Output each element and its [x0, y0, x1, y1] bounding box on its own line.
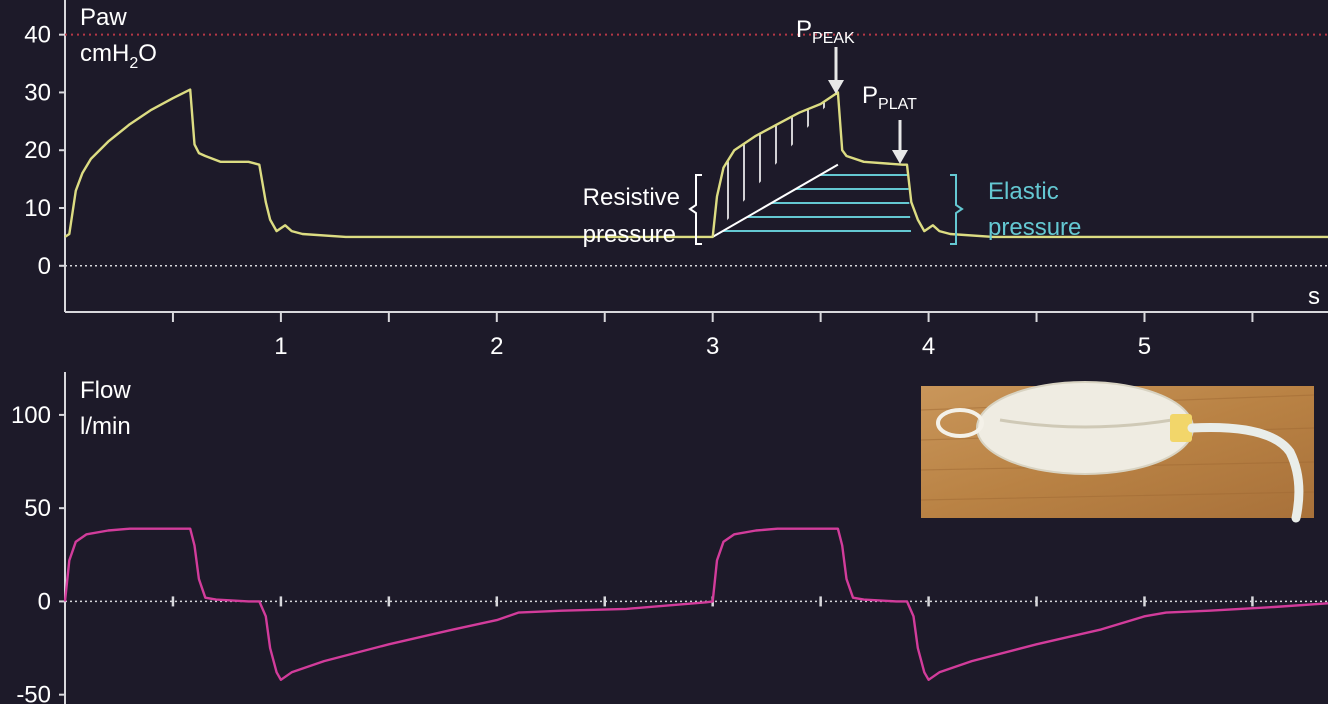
pressure-xtick-label: 5	[1138, 333, 1151, 360]
pressure-xlabel: s	[1308, 283, 1320, 310]
pressure-xtick-label: 2	[490, 333, 503, 360]
plateau-pressure-annotation: PPLAT	[862, 82, 917, 164]
elastic-pressure-ramp	[712, 163, 839, 238]
bag-loop	[936, 408, 984, 438]
pressure-ylabel-line2: cmH2O	[80, 40, 157, 72]
peak-arrow-head	[828, 80, 844, 94]
flow-ytick-label: -50	[16, 682, 51, 704]
pressure-ytick-label: 10	[24, 195, 51, 222]
resistive-label-line2: pressure	[583, 221, 676, 248]
pressure-xtick-label: 1	[274, 333, 287, 360]
plateau-pressure-label: PPLAT	[862, 82, 917, 113]
pressure-xtick-label: 3	[706, 333, 719, 360]
resistive-pressure-area	[712, 92, 838, 237]
elastic-label-line1: Elastic	[988, 178, 1059, 205]
pressure-xtick-label: 4	[922, 333, 935, 360]
flow-ytick-label: 50	[24, 495, 51, 522]
flow-ylabel-line2: l/min	[80, 413, 131, 440]
peak-pressure-annotation: PPEAK	[796, 16, 855, 94]
flow-ytick-label: 100	[11, 402, 51, 429]
bag-tube	[1187, 423, 1304, 523]
ventilation-bag-photo	[920, 381, 1315, 523]
elastic-label-line2: pressure	[988, 214, 1081, 241]
pressure-ytick-label: 20	[24, 137, 51, 164]
flow-ytick-label: 0	[38, 588, 51, 615]
resistive-bracket	[688, 174, 702, 245]
flow-ylabel-line1: Flow	[80, 377, 131, 404]
flow-panel: -50 0 50 100 Flow l/min	[11, 372, 1328, 709]
pressure-ylabel-line1: Paw	[80, 4, 127, 31]
resistive-label-line1: Resistive	[583, 184, 680, 211]
elastic-pressure-area	[712, 164, 912, 237]
pressure-ytick-label: 40	[24, 22, 51, 49]
pressure-ytick-label: 0	[38, 253, 51, 280]
bag-seam	[999, 418, 1173, 429]
elastic-pressure-annotation: Elastic pressure	[950, 174, 1081, 245]
pressure-axes: 0 10 20 30 40 1 2 3 4 5	[24, 0, 1328, 360]
flow-trace-line	[63, 527, 1328, 681]
pressure-ytick-label: 30	[24, 79, 51, 106]
flow-axes: -50 0 50 100	[11, 372, 1328, 709]
plateau-arrow-head	[892, 150, 908, 164]
peak-pressure-label: PPEAK	[796, 16, 855, 47]
bag-connector	[1170, 414, 1192, 442]
resistive-pressure-annotation: Resistive pressure	[583, 174, 702, 248]
elastic-bracket	[950, 174, 964, 245]
pressure-trace-line	[64, 88, 1328, 239]
pressure-panel: 0 10 20 30 40 1 2 3 4 5 Paw cmH2O s PPEAK PPLAT R…	[24, 0, 1328, 360]
